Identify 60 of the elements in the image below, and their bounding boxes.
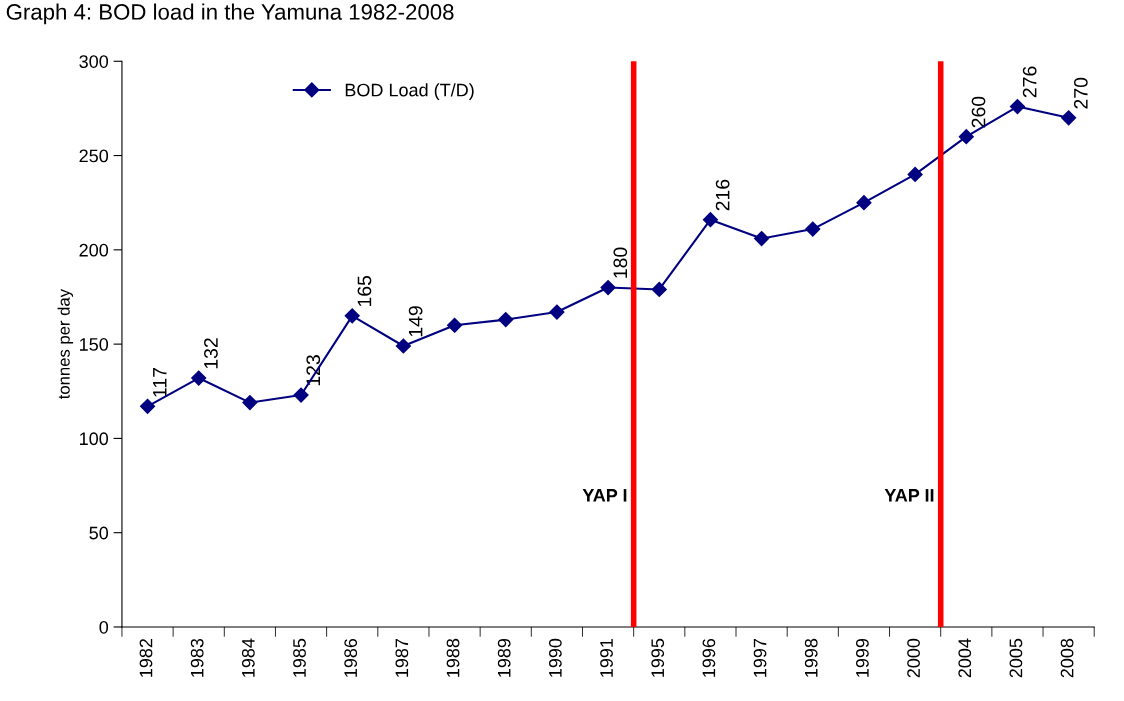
y-tick-label: 0 — [99, 620, 109, 634]
annotation: YAP I — [582, 489, 627, 502]
data-label: 165 — [357, 275, 372, 307]
point — [191, 370, 207, 386]
legend-label: BOD Load (T/D) — [345, 83, 474, 100]
x-tick-label: 1997 — [753, 638, 767, 677]
point — [139, 398, 156, 414]
data-label: 276 — [1022, 66, 1037, 98]
point — [958, 129, 974, 145]
annotation: YAP II — [884, 489, 934, 502]
y-tick-label: 300 — [79, 55, 109, 68]
y-tick-label: 250 — [79, 149, 109, 163]
point — [549, 304, 565, 320]
x-tick-label: 1982 — [139, 638, 153, 677]
x-tick-label: 1988 — [446, 638, 460, 677]
point — [1009, 98, 1026, 115]
x-tick-label: 1991 — [600, 638, 613, 677]
chart-title: Graph 4: BOD load in the Yamuna 1982-2008 — [6, 3, 454, 25]
x-tick-label: 1999 — [856, 638, 869, 677]
data-label: 149 — [408, 306, 423, 337]
point — [293, 387, 309, 403]
point — [446, 317, 463, 333]
data-label: 270 — [1073, 77, 1088, 109]
point — [600, 279, 616, 296]
x-tick-label: 1985 — [293, 638, 306, 677]
data-label: 260 — [971, 96, 986, 128]
point — [856, 195, 872, 211]
y-tick-label: 150 — [80, 338, 109, 351]
data-label: 132 — [204, 338, 218, 369]
x-tick-label: 2008 — [1060, 638, 1074, 678]
point — [395, 338, 411, 354]
point — [498, 312, 514, 328]
x-tick-label: 2000 — [907, 638, 920, 678]
point — [344, 308, 360, 324]
x-tick-label: 1998 — [804, 638, 818, 677]
x-tick-label: 1986 — [344, 638, 358, 677]
point — [907, 166, 923, 182]
x-tick-label: 1987 — [395, 638, 409, 677]
data-label: 180 — [613, 247, 628, 278]
x-tick-label: 1989 — [497, 638, 511, 677]
data-label: 123 — [306, 355, 321, 386]
point — [805, 221, 821, 237]
x-tick-label: 2005 — [1009, 638, 1023, 678]
y-tick-label: 200 — [79, 243, 109, 257]
x-tick-label: 2004 — [958, 638, 972, 678]
point — [1061, 110, 1077, 126]
x-tick-label: 1996 — [702, 638, 716, 677]
x-tick-label: 1984 — [241, 638, 255, 677]
data-label: 117 — [153, 367, 167, 397]
point — [754, 230, 770, 247]
y-axis-title: tonnes per day — [57, 289, 74, 399]
x-tick-label: 1983 — [190, 638, 204, 677]
point — [651, 281, 667, 298]
data-label: 216 — [715, 179, 730, 211]
point — [702, 212, 718, 228]
x-tick-label: 1990 — [548, 638, 562, 677]
y-tick-label: 50 — [89, 526, 109, 540]
y-tick-label: 100 — [80, 432, 109, 446]
point — [242, 395, 258, 411]
x-tick-label: 1995 — [651, 638, 665, 677]
